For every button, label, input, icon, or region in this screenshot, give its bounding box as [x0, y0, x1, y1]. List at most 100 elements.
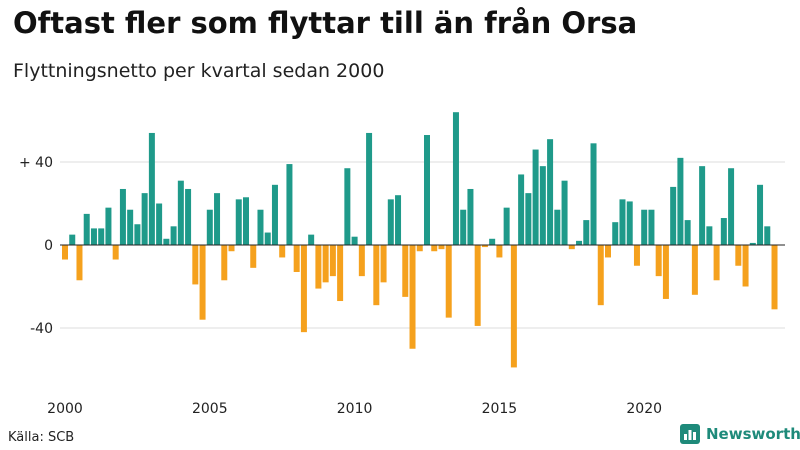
bar-negative	[474, 245, 481, 326]
bar-negative	[337, 245, 344, 302]
bar-negative	[416, 245, 423, 252]
bar-positive	[706, 226, 713, 245]
bar-positive	[163, 238, 170, 246]
bar-negative	[221, 245, 228, 281]
bar-negative	[380, 245, 387, 283]
x-tick-label: 2010	[337, 401, 373, 417]
bar-negative	[481, 245, 488, 248]
bar-positive	[119, 188, 126, 245]
bar-negative	[279, 245, 286, 258]
bar-positive	[206, 209, 213, 245]
bar-negative	[293, 245, 300, 272]
bar-positive	[141, 193, 148, 246]
bar-negative	[735, 245, 742, 266]
bar-positive	[271, 184, 278, 245]
bar-positive	[525, 193, 532, 246]
bar-negative	[409, 245, 416, 349]
bar-positive	[424, 135, 430, 245]
bar-positive	[98, 228, 105, 245]
bar-chart-logo-icon	[680, 424, 700, 444]
bar-positive	[670, 186, 677, 245]
bar-negative	[633, 245, 640, 266]
bar-positive	[235, 199, 242, 245]
bar-positive	[134, 224, 141, 245]
bar-positive	[532, 149, 539, 245]
bar-positive	[156, 203, 163, 245]
bar-positive	[366, 132, 373, 245]
bar-positive	[286, 164, 293, 245]
bar-positive	[684, 220, 691, 245]
bar-positive	[148, 132, 155, 245]
bar-positive	[720, 218, 727, 246]
bar-negative	[402, 245, 409, 297]
bar-positive	[561, 180, 568, 246]
bar-positive	[452, 112, 459, 245]
bar-negative	[228, 245, 235, 252]
bar-positive	[764, 226, 771, 245]
bar-negative	[373, 245, 380, 306]
bar-positive	[467, 188, 474, 245]
source-label: Källa: SCB	[8, 430, 75, 445]
bar-positive	[576, 240, 583, 245]
bar-negative	[250, 245, 257, 268]
bar-positive	[619, 199, 626, 245]
bar-negative	[597, 245, 604, 306]
bar-positive	[677, 157, 684, 245]
x-tick-label: 2005	[192, 401, 228, 417]
bar-positive	[728, 168, 735, 245]
brand-logo[interactable]: Newsworthy	[680, 424, 800, 444]
bar-positive	[83, 213, 90, 246]
bar-positive	[308, 234, 315, 246]
bar-positive	[757, 184, 764, 245]
bar-negative	[445, 245, 452, 318]
bar-negative	[192, 245, 199, 285]
bar-negative	[438, 245, 445, 250]
bar-negative	[431, 245, 438, 252]
bar-positive	[518, 174, 525, 245]
bar-positive	[127, 209, 134, 245]
bar-negative	[329, 245, 336, 277]
bar-negative	[358, 245, 365, 277]
bar-positive	[547, 139, 554, 246]
bar-positive	[626, 201, 633, 246]
bar-negative	[568, 245, 575, 250]
bar-negative	[76, 245, 83, 281]
chart-subtitle: Flyttningsnetto per kvartal sedan 2000	[13, 60, 385, 82]
bar-positive	[387, 199, 394, 245]
bar-negative	[496, 245, 503, 258]
bar-positive	[395, 195, 402, 245]
bar-positive	[583, 220, 590, 245]
bar-positive	[177, 180, 184, 246]
y-tick-label: -40	[30, 321, 53, 337]
bar-positive	[590, 143, 597, 245]
bar-negative	[199, 245, 206, 320]
bar-positive	[185, 188, 192, 245]
bar-negative	[510, 245, 517, 368]
bar-negative	[62, 245, 68, 260]
bar-positive	[243, 197, 249, 246]
bar-positive	[105, 207, 112, 245]
bar-negative	[742, 245, 749, 287]
bar-positive	[351, 236, 358, 245]
bar-positive	[214, 193, 221, 246]
bar-positive	[90, 228, 97, 245]
bar-positive	[170, 226, 177, 245]
bar-positive	[257, 209, 264, 245]
brand-name: Newsworthy	[706, 425, 800, 443]
bar-positive	[612, 222, 619, 246]
bar-positive	[641, 209, 648, 245]
bar-negative	[605, 245, 611, 258]
bar-negative	[771, 245, 778, 310]
bar-negative	[315, 245, 322, 289]
bar-negative	[655, 245, 662, 277]
bar-negative	[691, 245, 698, 295]
bar-positive	[460, 209, 467, 245]
bar-negative	[322, 245, 329, 283]
y-tick-label: + 40	[19, 155, 53, 171]
bar-positive	[699, 166, 706, 245]
x-tick-label: 2020	[626, 401, 662, 417]
bar-positive	[554, 209, 561, 245]
bar-negative	[662, 245, 669, 299]
bar-negative	[300, 245, 307, 333]
